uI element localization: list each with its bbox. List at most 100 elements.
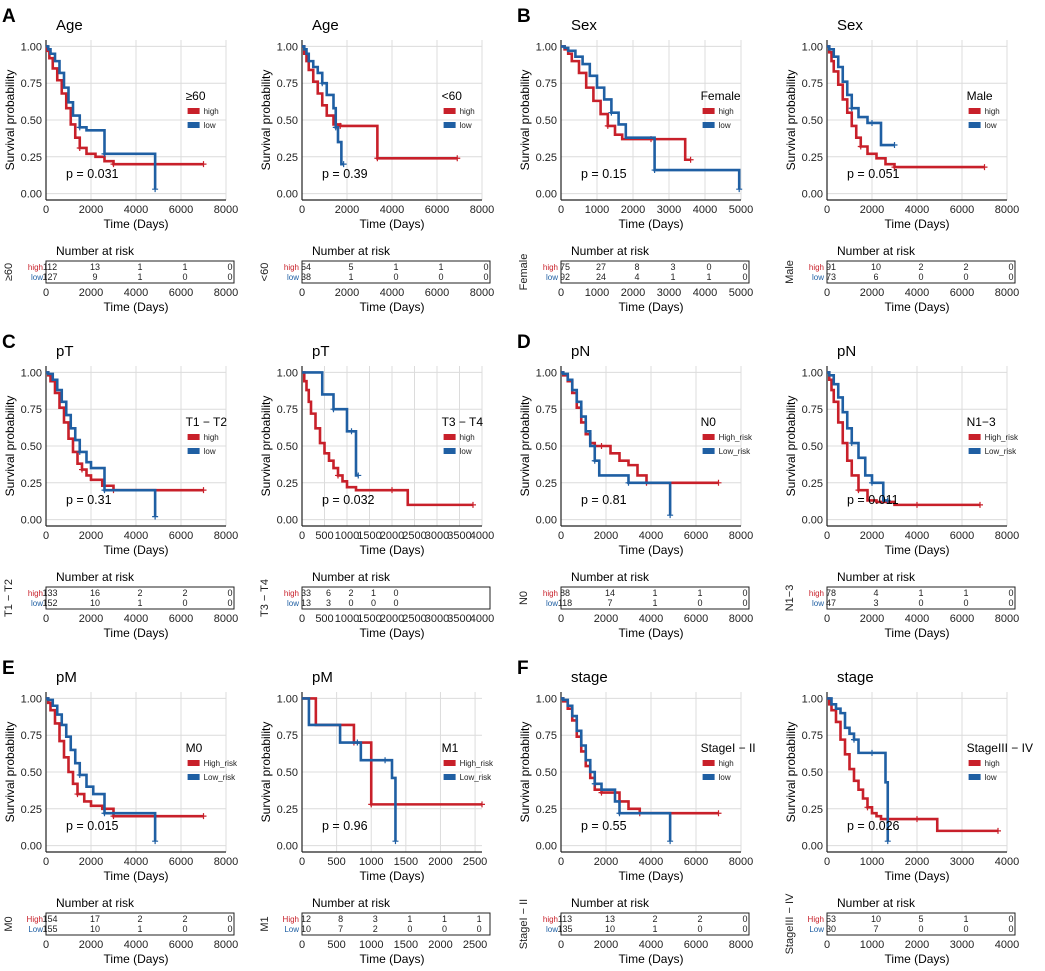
censor-mark [716, 810, 722, 816]
x-tick-label: 4000 [124, 530, 148, 542]
risk-x-tick-label: 6000 [950, 613, 974, 625]
y-tick-label: 0.75 [277, 404, 298, 416]
risk-count: 0 [348, 598, 353, 608]
plot-title: pN [837, 343, 856, 360]
plot-title: pT [312, 343, 330, 360]
legend-swatch [969, 774, 981, 780]
risk-count: 0 [182, 924, 187, 934]
risk-count: 0 [742, 598, 747, 608]
censor-mark [617, 810, 623, 816]
y-axis-label: Survival probability [784, 722, 798, 823]
risk-count: 16 [90, 588, 100, 598]
risk-count: 0 [1008, 262, 1013, 272]
legend-label: low [719, 773, 731, 782]
km-curve-low [827, 46, 895, 145]
plot-title: pM [56, 669, 77, 686]
risk-x-tick-label: 4000 [905, 613, 929, 625]
x-tick-label: 4000 [124, 204, 148, 216]
km-panel-f2: stage0.000.250.500.751.000 1000 2000 3000 40… [784, 669, 1033, 966]
y-tick-label: 0.25 [536, 152, 557, 164]
risk-row-label: low [287, 599, 299, 608]
risk-count: 0 [963, 272, 968, 282]
risk-x-tick-label: 2000 [860, 287, 884, 299]
y-axis-label: Survival probability [3, 70, 17, 171]
risk-x-tick-label: 0 [43, 287, 49, 299]
risk-count: 3 [373, 914, 378, 924]
legend-label: High_risk [985, 433, 1019, 442]
risk-x-tick-label: 8000 [214, 613, 238, 625]
risk-row-label: high [284, 263, 299, 272]
y-tick-label: 0.50 [277, 441, 298, 453]
risk-table-frame [302, 913, 490, 935]
p-value: p = 0.031 [66, 167, 119, 181]
y-tick-label: 1.00 [802, 41, 823, 53]
y-tick-label: 0.25 [802, 152, 823, 164]
censor-mark [892, 142, 898, 148]
risk-count: 6 [326, 588, 331, 598]
x-tick-label: 8000 [729, 530, 753, 542]
x-tick-label: 2000 [594, 530, 618, 542]
risk-count: 10 [871, 914, 881, 924]
risk-count: 0 [182, 272, 187, 282]
x-tick-label: 0 [824, 204, 830, 216]
risk-x-tick-label: 2000 [79, 939, 103, 951]
risk-stratum-label: N0 [518, 591, 530, 605]
risk-count: 30 [826, 924, 836, 934]
p-value: p = 0.96 [322, 819, 368, 833]
risk-count: 112 [43, 262, 57, 272]
legend-label: high [204, 107, 219, 116]
risk-stratum-label: T3 − T4 [259, 579, 271, 617]
y-tick-label: 0.00 [277, 515, 298, 527]
risk-count: 0 [442, 924, 447, 934]
x-tick-label: 0 [299, 204, 305, 216]
risk-count: 0 [1008, 588, 1013, 598]
censor-mark [392, 838, 398, 844]
risk-count: 1 [918, 588, 923, 598]
km-curve-high [302, 46, 457, 158]
risk-count: 1 [371, 588, 376, 598]
p-value: p = 0.39 [322, 167, 368, 181]
risk-count: 0 [182, 598, 187, 608]
risk-count: 6 [873, 272, 878, 282]
risk-x-tick-label: 2000 [860, 613, 884, 625]
y-tick-label: 0.25 [536, 478, 557, 490]
risk-count: 1 [963, 914, 968, 924]
risk-x-axis-label: Time (Days) [619, 626, 684, 640]
risk-row-label: high [543, 589, 558, 598]
x-tick-label: 3000 [950, 856, 974, 868]
risk-x-tick-label: 2000 [79, 287, 103, 299]
risk-count: 10 [605, 924, 615, 934]
risk-count: 10 [301, 924, 311, 934]
risk-count: 3 [873, 598, 878, 608]
x-tick-label: 6000 [684, 530, 708, 542]
risk-count: 0 [706, 262, 711, 272]
censor-mark [885, 838, 891, 844]
risk-count: 14 [605, 588, 615, 598]
x-tick-label: 2000 [79, 530, 103, 542]
y-tick-label: 0.50 [277, 115, 298, 127]
censor-mark [626, 480, 632, 486]
risk-row-label: high [28, 589, 43, 598]
risk-count: 4 [873, 588, 878, 598]
risk-x-tick-label: 0 [43, 939, 49, 951]
km-curve-high [561, 46, 691, 159]
risk-count: 13 [90, 262, 100, 272]
risk-count: 2 [373, 924, 378, 934]
x-axis-label: Time (Days) [885, 217, 950, 231]
risk-count: 2 [137, 914, 142, 924]
plot-title: Sex [571, 17, 597, 34]
legend-label: low [985, 773, 997, 782]
risk-count: 0 [371, 598, 376, 608]
risk-count: 152 [42, 598, 57, 608]
y-tick-label: 0.50 [536, 767, 557, 779]
censor-mark [201, 161, 207, 167]
censor-mark [667, 838, 673, 844]
y-tick-label: 0.00 [802, 841, 823, 853]
x-tick-label: 4000 [905, 204, 929, 216]
panel-letter: F [517, 658, 529, 679]
censor-mark [914, 816, 920, 822]
risk-stratum-label: <60 [259, 263, 271, 282]
risk-stratum-label: M0 [3, 916, 15, 931]
x-axis-label: Time (Days) [885, 869, 950, 883]
risk-x-tick-label: 0 [824, 939, 830, 951]
